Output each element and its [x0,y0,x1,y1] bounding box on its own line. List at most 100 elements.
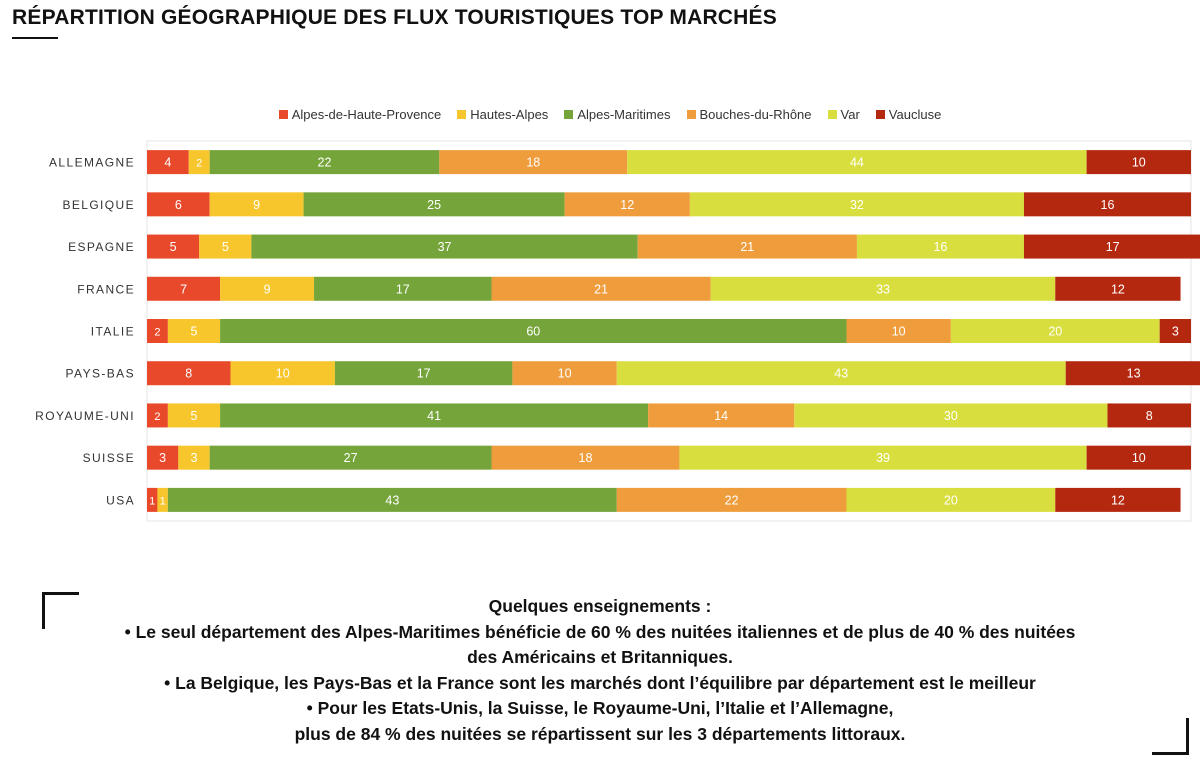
bar-segment [1159,319,1191,343]
legend-item: Bouches-du-Rhône [686,107,812,122]
data-label: 3 [159,451,166,465]
data-label: 44 [850,156,864,170]
bar-segment [147,192,210,217]
notes-line: plus de 84 % des nuitées se répartissent… [294,723,906,744]
data-label: 2 [154,411,160,423]
bar-segment [147,319,168,343]
legend-label: Alpes-Maritimes [577,107,671,122]
corner-bracket-top-left [42,592,79,629]
bar-segment [167,403,221,428]
data-label: 12 [1111,493,1125,507]
chart-title: RÉPARTITION GÉOGRAPHIQUE DES FLUX TOURIS… [12,6,777,29]
data-label: 5 [222,240,229,254]
data-label: 17 [1106,240,1120,254]
data-label: 39 [876,451,890,465]
data-label: 1 [149,495,155,507]
notes-line: • Le seul département des Alpes-Maritime… [124,621,1076,642]
data-label: 25 [427,198,441,212]
notes-line: des Américains et Britanniques. [467,647,733,667]
data-label: 12 [1111,282,1125,296]
bar-segment [314,276,492,301]
bar-segment [167,319,221,343]
data-label: 10 [276,367,290,381]
legend-swatch [457,110,467,119]
bar-segment [147,150,189,175]
corner-bracket-bottom-right [1152,718,1189,755]
bar-segment [147,276,221,301]
data-label: 18 [526,156,540,170]
legend-label: Hautes-Alpes [470,107,549,122]
legend-item: Hautes-Alpes [457,107,548,122]
bar-segment [689,192,1024,217]
notes-block: Quelques enseignements : • Le seul dépar… [0,594,1200,747]
data-label: 9 [253,198,260,212]
bar-segment [303,192,565,217]
bar-segment [209,192,304,217]
data-label: 27 [344,451,358,465]
bar-segment [147,445,179,470]
bar-segment [147,403,168,428]
bar-segment [679,445,1087,470]
data-label: 10 [892,325,906,339]
bar-segment [637,234,857,259]
data-label: 17 [417,367,431,381]
data-label: 21 [740,240,754,254]
data-label: 5 [191,325,198,339]
data-label: 43 [385,493,399,507]
bar-segment [512,361,617,386]
data-label: 9 [264,282,271,296]
chart-legend: Alpes-de-Haute-Provence Hautes-Alpes Alpes… [0,107,1200,122]
bar-segment [188,150,210,175]
data-label: 43 [834,367,848,381]
bar-segment [178,445,210,470]
legend-label: Bouches-du-Rhône [699,107,812,122]
bar-segment [1023,192,1191,217]
legend-item: Var [827,107,860,122]
bar-segment [209,150,440,175]
bar-segment [491,445,680,470]
bar-segment [846,319,951,343]
data-label: 10 [1132,156,1146,170]
notes-line: • Pour les Etats-Unis, la Suisse, le Roy… [306,698,894,718]
category-label: SUISSE [83,451,135,465]
data-label: 10 [558,367,572,381]
category-label: USA [106,493,135,507]
data-label: 7 [180,282,187,296]
data-label: 6 [175,198,182,212]
data-label: 20 [944,493,958,507]
category-label: ITALIE [91,325,135,339]
bar-segment [209,445,492,470]
bar-segment [334,361,513,386]
bar-segment [220,276,315,301]
data-label: 17 [396,282,410,296]
data-label: 60 [526,325,540,339]
data-label: 12 [620,198,634,212]
bar-segment [220,403,649,428]
legend-label: Vaucluse [888,107,942,122]
data-label: 22 [725,493,739,507]
bar-segment [167,487,617,512]
legend-swatch [564,110,574,119]
bar-segment [251,234,638,259]
bar-segment [1055,276,1181,301]
bar-segment [627,150,1087,175]
legend-swatch [278,110,288,119]
data-label: 32 [850,198,864,212]
bar-segment [564,192,690,217]
bar-segment [147,487,158,512]
data-label: 20 [1048,325,1062,339]
bar-segment [491,276,711,301]
data-label: 16 [1101,198,1115,212]
data-label: 33 [876,282,890,296]
bar-segment [1086,150,1191,175]
bar-segment [1055,487,1181,512]
category-label: BELGIQUE [62,198,135,212]
bar-segment [1065,361,1200,386]
category-label: FRANCE [77,282,135,296]
bar-segment [856,234,1024,259]
bar-segment [157,487,168,512]
bar-segment [1023,234,1200,259]
legend-swatch [827,110,837,119]
data-label: 3 [1172,325,1179,339]
